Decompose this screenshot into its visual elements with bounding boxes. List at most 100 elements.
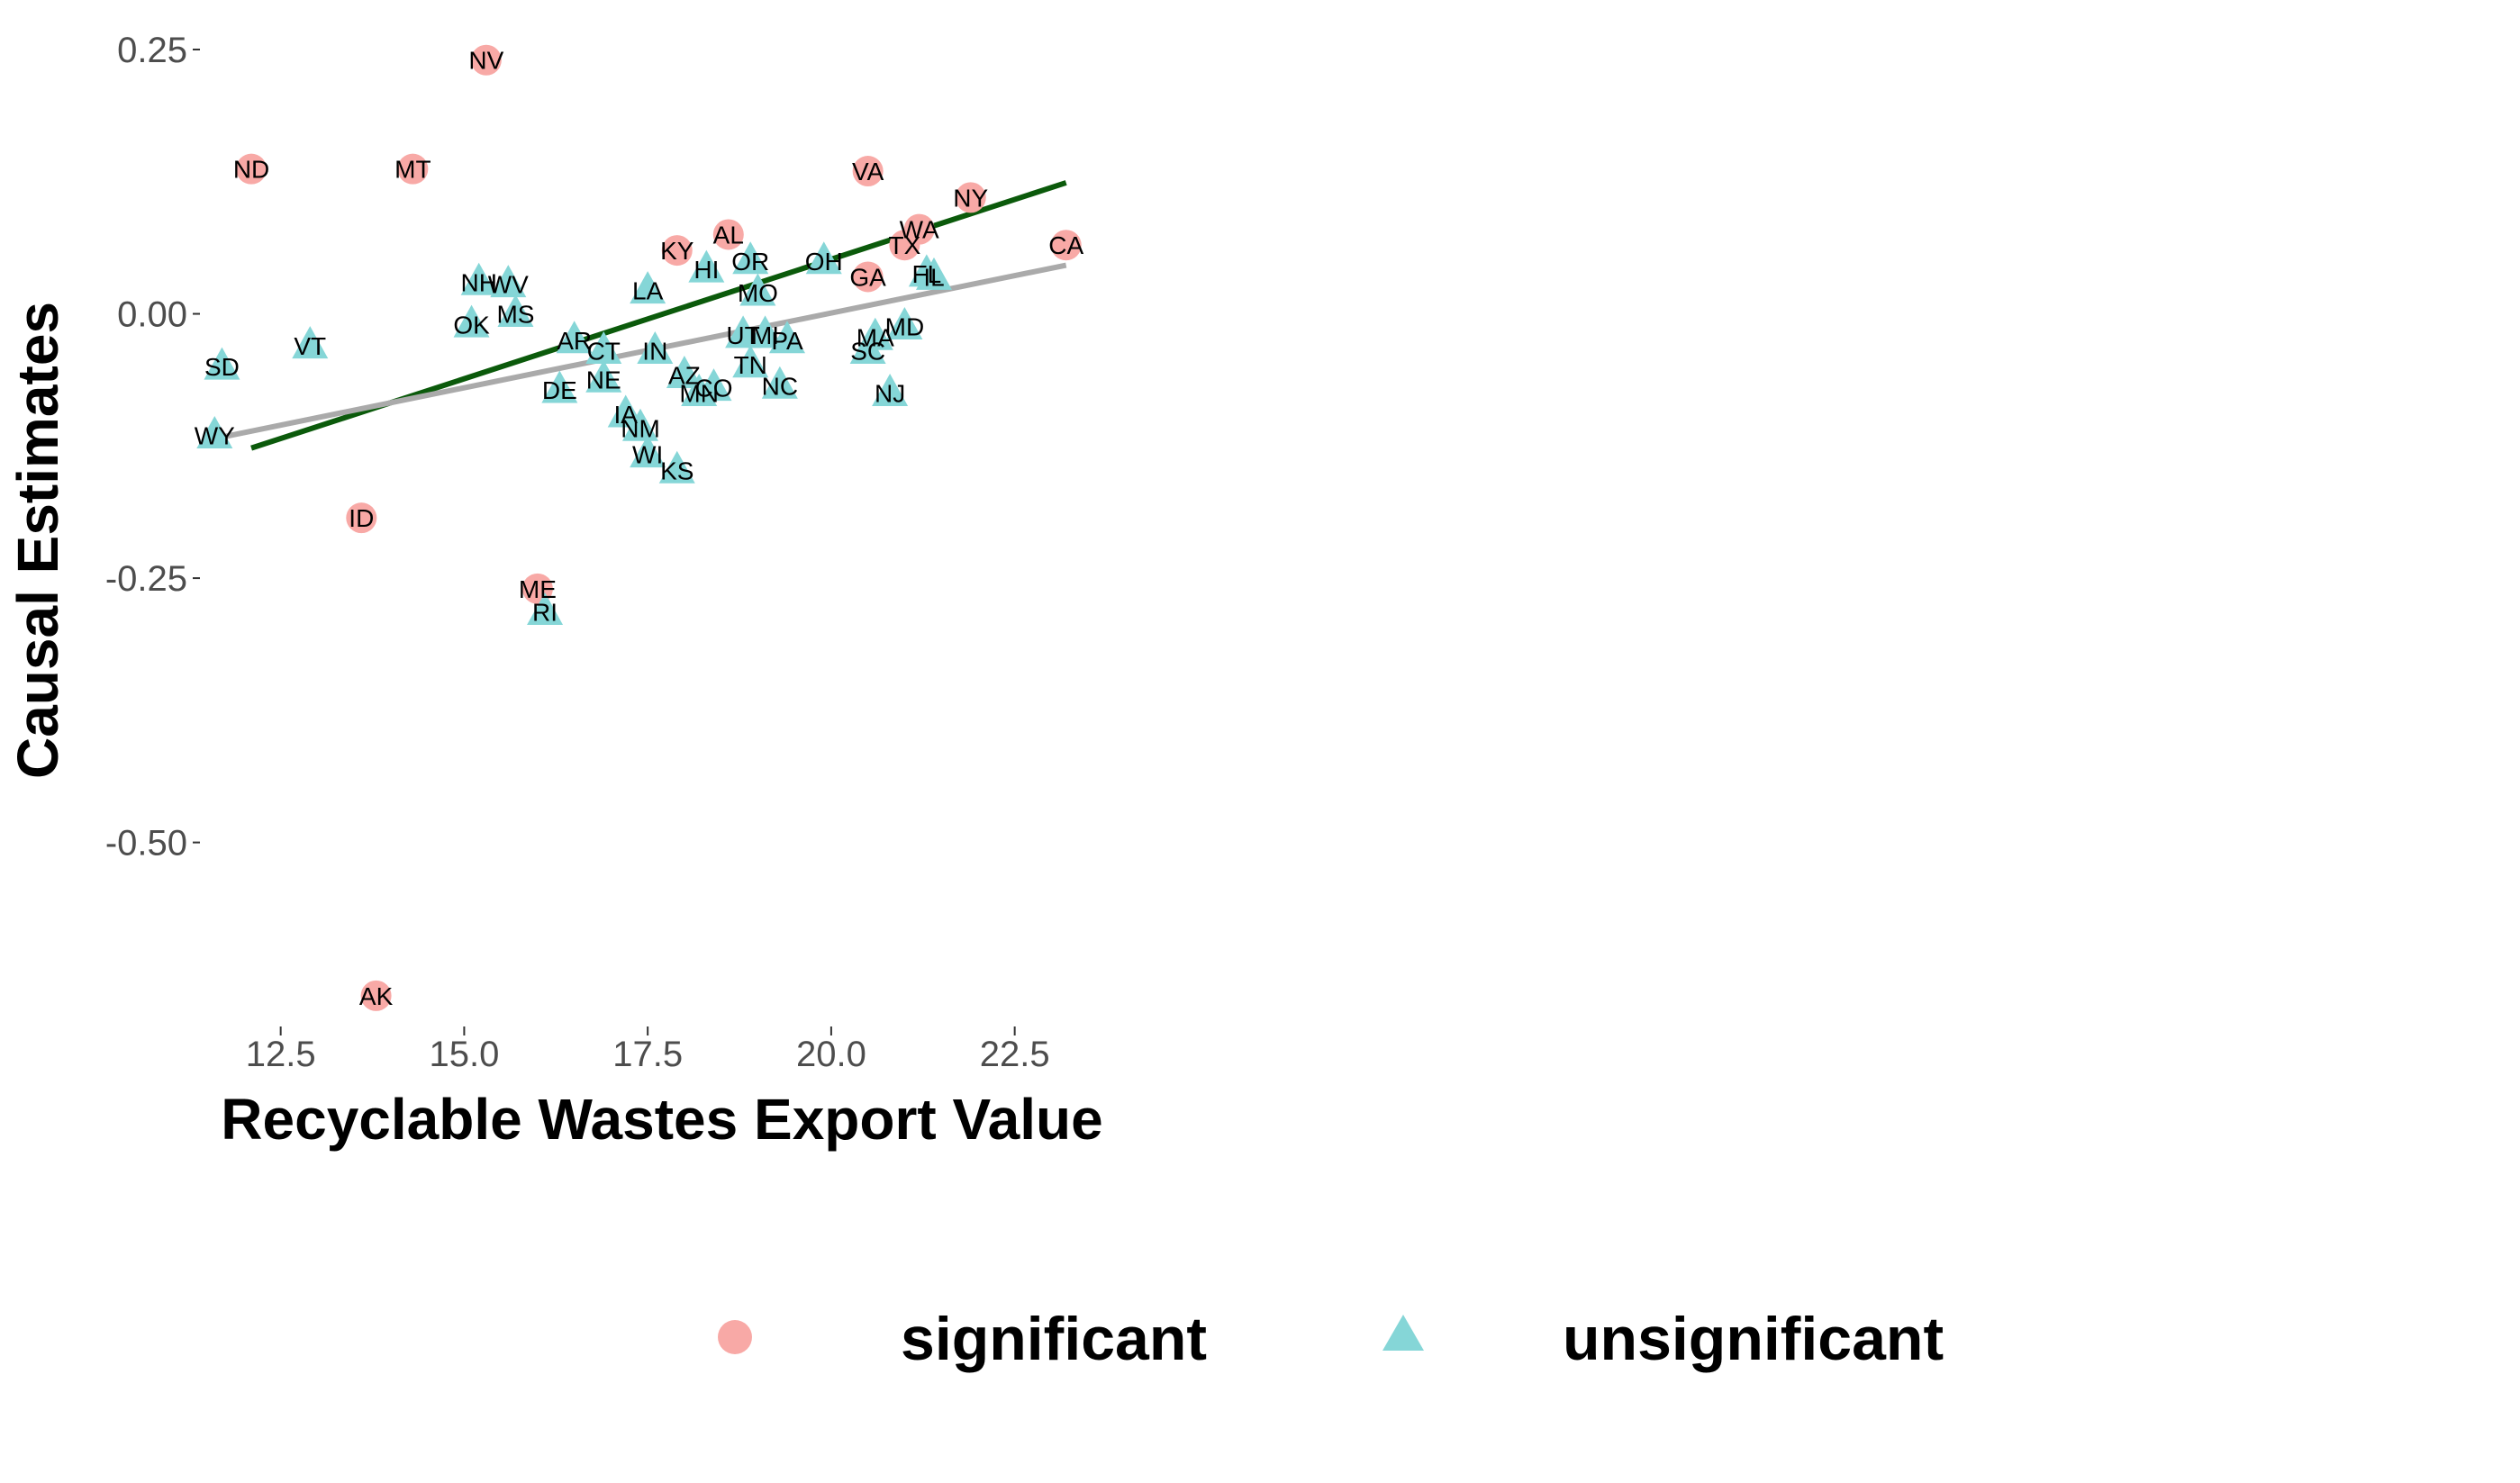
data-point-significant	[889, 230, 920, 261]
x-tick-label: 15.0	[429, 1035, 499, 1074]
data-point-unsignificant	[630, 271, 666, 304]
point-label: NH	[460, 268, 496, 296]
point-label: NJ	[875, 380, 905, 408]
data-point-significant	[852, 261, 884, 293]
point-label: CO	[695, 375, 733, 402]
data-point-significant	[661, 235, 693, 267]
data-points	[196, 44, 1082, 1011]
point-label: FL	[912, 260, 942, 288]
data-point-unsignificant	[585, 359, 622, 393]
data-point-unsignificant	[761, 366, 798, 399]
data-point-unsignificant	[292, 326, 329, 359]
point-label: MA	[857, 323, 894, 351]
point-label: MD	[885, 313, 925, 341]
point-label: NY	[953, 184, 988, 212]
point-label: TN	[734, 351, 767, 379]
data-point-unsignificant	[637, 331, 674, 365]
legend-unsignificant-key	[1382, 1315, 1424, 1351]
point-label: MT	[394, 156, 431, 184]
point-label: WI	[632, 441, 663, 469]
point-label: NM	[621, 414, 660, 442]
data-point-unsignificant	[630, 435, 666, 468]
point-label: MN	[679, 380, 719, 408]
data-point-unsignificant	[872, 374, 909, 407]
point-label: LA	[632, 277, 664, 305]
point-label: VA	[852, 158, 884, 185]
point-label: OR	[731, 248, 769, 276]
data-point-unsignificant	[460, 262, 497, 295]
data-point-significant	[236, 153, 267, 185]
point-label: GA	[849, 263, 886, 291]
legend: significant unsignificant	[718, 1305, 1944, 1373]
legend-significant-label: significant	[901, 1305, 1207, 1373]
data-point-unsignificant	[769, 321, 805, 354]
point-label: DE	[542, 376, 577, 404]
data-point-unsignificant	[732, 241, 769, 275]
point-label: IA	[613, 401, 638, 429]
data-point-unsignificant	[688, 249, 725, 283]
point-label: OH	[805, 248, 843, 276]
x-tick-label: 17.5	[612, 1035, 683, 1074]
data-point-unsignificant	[666, 356, 703, 389]
y-axis-title: Causal Estimates	[5, 302, 70, 779]
point-label: AR	[557, 327, 592, 355]
data-point-significant	[346, 502, 377, 534]
point-label: HI	[693, 256, 719, 284]
point-label: ID	[349, 504, 374, 532]
data-point-significant	[397, 153, 429, 185]
point-label: IL	[923, 263, 944, 291]
x-tick-label: 22.5	[980, 1035, 1050, 1074]
data-point-unsignificant	[739, 273, 776, 306]
data-point-unsignificant	[204, 347, 240, 380]
point-label: OK	[453, 311, 490, 339]
x-axis-title: Recyclable Wastes Export Value	[221, 1087, 1102, 1152]
legend-unsignificant-label: unsignificant	[1563, 1305, 1944, 1373]
point-label: MO	[738, 279, 778, 307]
data-point-unsignificant	[497, 294, 534, 327]
point-label: WV	[488, 271, 529, 299]
point-label: WA	[900, 216, 939, 244]
x-axis: 12.5 15.0 17.5 20.0 22.5	[246, 1026, 1050, 1074]
regression-line	[213, 262, 1067, 442]
point-label: KS	[660, 457, 693, 484]
point-label: AK	[359, 982, 394, 1010]
y-tick-label: 0.00	[117, 295, 187, 335]
data-point-unsignificant	[453, 304, 490, 338]
point-label: SD	[204, 353, 240, 381]
data-point-unsignificant	[695, 368, 732, 402]
point-label: WY	[195, 422, 235, 450]
y-tick-label: -0.50	[105, 824, 187, 864]
data-point-unsignificant	[886, 307, 923, 340]
point-label: KY	[660, 237, 694, 265]
legend-significant-key	[718, 1320, 752, 1354]
point-label: MS	[496, 301, 534, 329]
point-label: PA	[771, 327, 803, 355]
data-point-unsignificant	[747, 315, 784, 348]
data-point-significant	[712, 219, 744, 250]
data-point-unsignificant	[196, 415, 233, 448]
data-point-significant	[1050, 230, 1082, 261]
data-point-unsignificant	[556, 321, 593, 354]
point-label: TX	[889, 231, 921, 259]
point-label: SC	[850, 338, 885, 366]
point-label: ND	[233, 156, 269, 184]
data-point-unsignificant	[658, 450, 695, 484]
point-label: NE	[586, 366, 621, 393]
point-label: CT	[587, 338, 621, 366]
data-point-unsignificant	[541, 370, 578, 403]
point-label: UT	[726, 321, 759, 349]
data-point-unsignificant	[849, 331, 886, 365]
x-tick-label: 12.5	[246, 1035, 316, 1074]
point-label: ME	[519, 575, 557, 603]
point-label: CA	[1048, 231, 1083, 259]
point-label: IN	[642, 338, 667, 366]
point-label: NC	[762, 372, 798, 400]
data-point-unsignificant	[732, 345, 769, 378]
data-point-significant	[955, 182, 986, 213]
data-point-significant	[470, 44, 502, 76]
point-label: AL	[713, 221, 744, 249]
x-tick-label: 20.0	[796, 1035, 866, 1074]
point-label: MI	[751, 321, 779, 349]
